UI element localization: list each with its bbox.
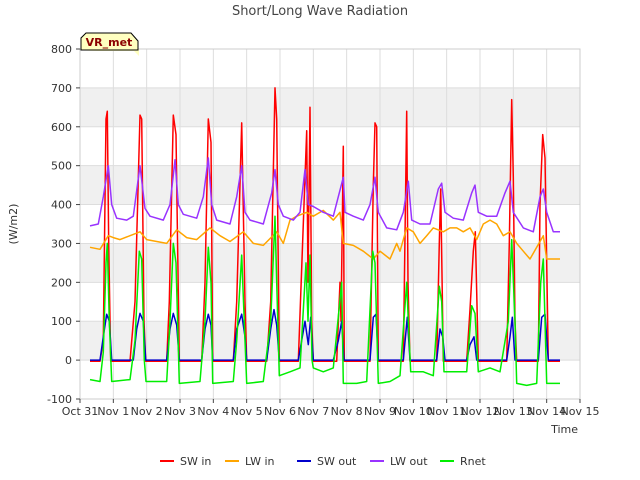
plot-frame — [79, 48, 581, 400]
badge-label: VR_met — [86, 36, 133, 49]
y-tick-label: 0 — [65, 354, 72, 367]
x-tick-label: Nov 1 — [97, 405, 129, 418]
series-line-lw-in — [89, 209, 560, 260]
x-tick-label: Nov 4 — [197, 405, 229, 418]
band-1 — [80, 321, 580, 361]
x-tick-label: Nov 8 — [331, 405, 363, 418]
legend-item-sw-in: SW in — [160, 455, 211, 468]
legend-item-lw-out: LW out — [370, 455, 428, 468]
legend-label: SW out — [317, 455, 357, 468]
legend-label: LW out — [390, 455, 428, 468]
y-axis-label: (W/m2) — [7, 204, 20, 245]
y-tick-label: 200 — [51, 276, 72, 289]
legend-label: SW in — [180, 455, 211, 468]
x-tick-label: Nov 12 — [461, 405, 500, 418]
band-7 — [80, 87, 580, 127]
chart-title: Short/Long Wave Radiation — [232, 4, 408, 19]
series-line-lw-out — [89, 157, 560, 233]
x-tick-label: Nov 10 — [394, 405, 433, 418]
legend-label: LW in — [245, 455, 275, 468]
x-tick-label: Nov 5 — [231, 405, 263, 418]
background-bands — [80, 87, 580, 361]
x-tick-label: Nov 2 — [131, 405, 163, 418]
x-tick-label: Nov 7 — [297, 405, 329, 418]
x-tick-label: Nov 11 — [427, 405, 466, 418]
y-tick-label: 400 — [51, 199, 72, 212]
band-3 — [80, 243, 580, 283]
series-line-rnet — [89, 215, 560, 387]
series-line-sw-in — [90, 87, 560, 363]
y-tick-label: 100 — [51, 315, 72, 328]
band-5 — [80, 165, 580, 205]
legend-item-rnet: Rnet — [440, 455, 486, 468]
x-tick-label: Nov 9 — [364, 405, 396, 418]
legend-item-sw-out: SW out — [297, 455, 357, 468]
series-lines — [89, 87, 560, 387]
x-tick-label: Oct 31 — [62, 405, 99, 418]
station-badge: VR_met — [80, 32, 139, 56]
x-tick-label: Nov 14 — [527, 405, 566, 418]
legend: SW in LW in SW out LW out Rnet — [160, 455, 486, 468]
x-tick-label: Nov 13 — [494, 405, 533, 418]
x-tick-label: Nov 3 — [164, 405, 196, 418]
x-tick-label: Nov 15 — [561, 405, 600, 418]
legend-label: Rnet — [460, 455, 486, 468]
x-axis-label: Time — [550, 423, 578, 436]
y-tick-label: 700 — [51, 82, 72, 95]
y-tick-label: 600 — [51, 121, 72, 134]
legend-item-lw-in: LW in — [225, 455, 275, 468]
y-tick-label: 800 — [51, 43, 72, 56]
y-tick-label: -100 — [47, 393, 72, 406]
y-axis-ticks: -100 0 100 200 300 400 500 600 700 800 — [47, 43, 80, 406]
y-tick-label: 300 — [51, 237, 72, 250]
x-axis-ticks: Oct 31 Nov 1 Nov 2 Nov 3 Nov 4 Nov 5 Nov 6 Nov … — [62, 399, 600, 418]
y-tick-label: 500 — [51, 160, 72, 173]
x-tick-label: Nov 6 — [264, 405, 296, 418]
